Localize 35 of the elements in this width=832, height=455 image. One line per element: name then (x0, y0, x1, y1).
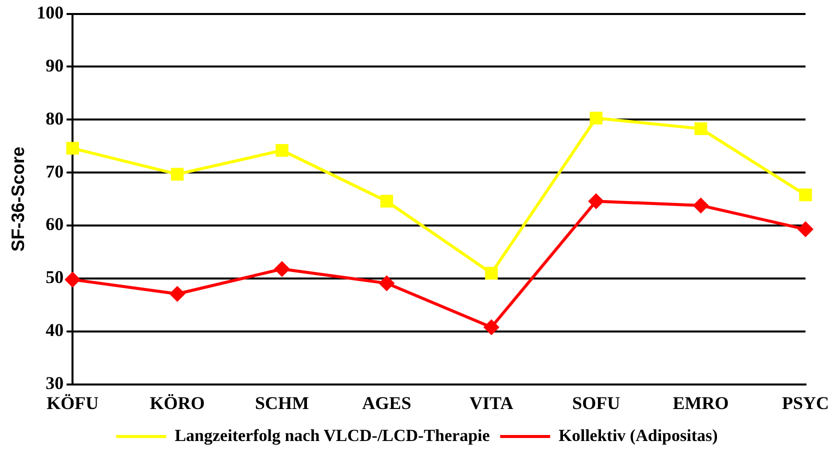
x-tick-label: EMRO (672, 392, 729, 413)
x-tick-label: SCHM (255, 392, 310, 413)
point (483, 319, 500, 336)
point (378, 275, 395, 292)
y-axis-title: SF-36-Score (8, 146, 28, 252)
point (169, 286, 186, 302)
point (274, 260, 290, 277)
point (64, 272, 81, 288)
legend-label: Kollektiv (Adipositas) (558, 426, 718, 445)
point (380, 194, 394, 208)
y-tick-label: 90 (46, 55, 64, 76)
point (276, 144, 288, 157)
x-tick-label: VITA (470, 392, 514, 413)
y-tick-label: 50 (46, 267, 64, 288)
point (692, 197, 709, 214)
point (66, 142, 79, 155)
x-tick-label: KÖRO (150, 392, 205, 413)
point (799, 188, 812, 202)
legend-label: Langzeiterfolg nach VLCD-/LCD-Therapie (174, 426, 490, 445)
x-tick-label: PSYC (782, 392, 830, 413)
point (590, 112, 602, 124)
point (170, 168, 184, 181)
y-tick-label: 40 (46, 320, 64, 340)
y-tick-label: 80 (46, 108, 64, 128)
x-tick-label: SOFU (572, 392, 620, 413)
x-tick-label: KÖFU (46, 392, 99, 413)
point (798, 221, 814, 238)
point (694, 122, 708, 136)
x-tick-label: AGES (362, 392, 412, 413)
y-tick-label: 70 (46, 161, 64, 182)
y-tick-label: 30 (46, 373, 64, 394)
point (485, 266, 498, 280)
y-tick-label: 100 (36, 2, 64, 22)
y-tick-label: 60 (46, 214, 64, 234)
point (588, 193, 604, 210)
